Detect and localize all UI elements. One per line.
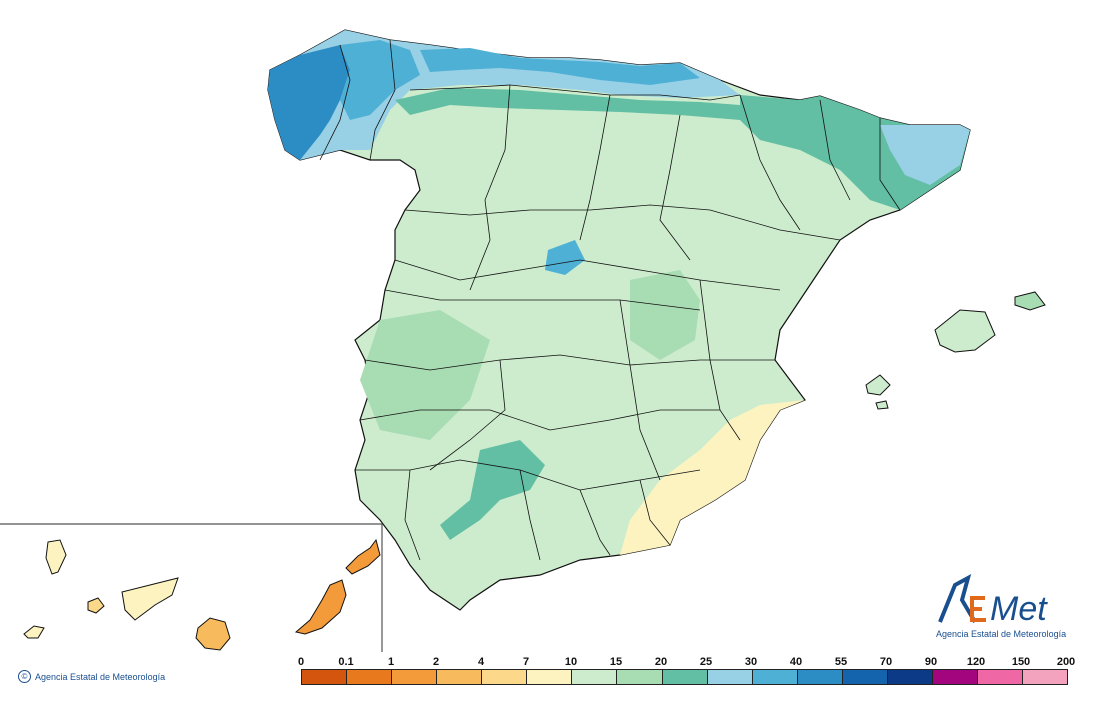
legend-swatch [842,670,888,684]
la-palma [45,539,67,575]
copyright-text: Agencia Estatal de Meteorología [35,671,166,682]
catalonia-blue [880,125,970,185]
legend-break-label: 200 [1056,656,1076,668]
legend-swatch [617,670,663,684]
southeast-dry [620,400,805,555]
el-hierro [23,625,45,639]
legend-break-label: 2 [432,656,440,668]
legend-break-label: 70 [879,656,893,668]
inset-frame [0,523,383,652]
fuerteventura [294,579,347,635]
tenerife [121,577,179,621]
galicia-mid-blue [340,40,420,120]
legend-swatch [1023,670,1068,684]
legend-break-label: 15 [609,656,623,668]
legend-break-label: 4 [477,656,485,668]
legend-break-label: 20 [654,656,668,668]
logo-met-text: Met [990,590,1048,628]
lanzarote [345,538,381,575]
mallorca [934,309,996,353]
legend-break-label: 7 [522,656,530,668]
legend-swatch [347,670,393,684]
north-teal-band [395,88,760,120]
logo-e-mark [970,596,986,622]
legend-swatch [977,670,1023,684]
precipitation-legend: 0 0.1 1 2 4 7 10 15 20 25 30 40 55 70 90 120 150 200 [297,656,1075,686]
legend-swatch [437,670,483,684]
south-teal-patch [440,440,545,540]
legend-break-label: 40 [789,656,803,668]
madrid-blue-spot [545,240,585,275]
legend-break-label: 25 [699,656,713,668]
legend-break-label: 1 [387,656,395,668]
ibiza [865,374,891,396]
legend-swatch [887,670,933,684]
province-borders [319,39,901,561]
la-gomera [87,597,105,614]
legend-break-label: 0 [297,656,305,668]
legend-swatch [797,670,843,684]
legend-swatch [302,670,348,684]
legend-break-label: 55 [834,656,848,668]
legend-labels: 0 0.1 1 2 4 7 10 15 20 25 30 40 55 70 90 120 150 200 [297,656,1075,669]
legend-swatch [662,670,708,684]
legend-break-label: 0.1 [338,656,354,668]
gran-canaria [195,617,231,651]
balearic-islands [865,291,1046,410]
west-green-patch [360,310,490,440]
menorca [1014,291,1046,311]
legend-break-label: 150 [1011,656,1031,668]
legend-break-label: 10 [564,656,578,668]
legend-break-label: 120 [966,656,986,668]
formentera [875,400,889,410]
legend-swatch [572,670,618,684]
agency-subtitle: Agencia Estatal de Meteorología [936,629,1067,639]
legend-bar [301,669,1068,685]
peninsula [267,29,971,611]
copyright-icon: © [18,670,31,683]
legend-swatch [932,670,978,684]
legend-break-label: 90 [924,656,938,668]
legend-swatch [392,670,438,684]
central-green-patch [630,270,700,360]
legend-break-label: 30 [744,656,758,668]
legend-swatch [482,670,528,684]
aemet-logo: Met [938,574,1048,628]
logo-a-mark [938,574,977,624]
canary-inset [0,523,383,652]
copyright-notice: © Agencia Estatal de Meteorología [18,670,165,683]
legend-swatch [707,670,753,684]
pyrenees-teal [740,95,970,210]
galicia-dark-blue [268,45,350,160]
cantabria-blue [420,48,700,85]
legend-swatch [527,670,573,684]
legend-swatch [752,670,798,684]
